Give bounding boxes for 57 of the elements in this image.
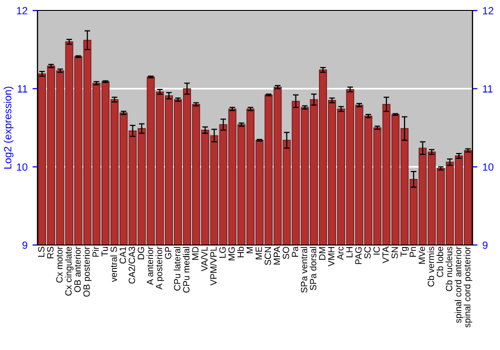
x-tick-label: Hb [237,246,244,258]
x-tick-label: PAG [355,247,362,264]
x-tick-label: Pa [292,246,298,257]
y-tick-label: 11 [18,85,28,92]
x-tick-label: MVe [418,246,426,264]
x-tick-label: ventral S [110,246,117,282]
y-tick-label: 9 [22,242,28,249]
y-tick-label: 12 [16,7,28,14]
x-tick-label: A posterior [156,246,164,290]
x-tick-label: RS [47,246,54,258]
y-axis-title: Log2 (expression) [4,86,14,169]
x-tick-label: MD [192,246,198,260]
y2-tick-label: 12 [483,7,494,14]
x-tick-label: OB anterior [74,246,81,292]
x-tick-label: VA/VL [200,246,208,272]
x-tick-label: M [246,247,253,254]
x-tick-label: SO [282,246,290,260]
x-tick-label: LH [346,247,352,258]
x-tick-label: GP [164,246,172,259]
y2-tick-label: 9 [482,242,488,249]
x-tick-label: Cx motor [56,246,63,283]
x-tick-label: spinal cord anterior [454,246,464,323]
x-tick-label: VTA [382,246,389,264]
x-tick-label: IC [373,246,380,255]
x-tick-label: CA2/CA3 [128,246,136,284]
x-tick-label: A anterior [146,246,154,286]
x-tick-label: MG [228,247,235,260]
x-tick-label: SN [392,247,398,259]
x-tick-label: LS [38,246,44,257]
x-tick-label: Cb vermis [428,246,434,287]
x-tick-label: SPa dorsal [310,246,316,290]
x-tick-label: MPA [274,246,280,265]
y2-tick-label: 11 [483,85,493,92]
y-tick-label: 10 [16,163,28,171]
x-tick-label: DM [319,247,326,260]
x-tick-label: VMH [328,247,334,266]
x-tick-label: SPa ventral [300,246,308,293]
x-tick-label: LG [219,247,226,258]
x-tick-label: Cb nucleus [446,246,452,292]
x-tick-label: Tg [400,246,409,257]
x-tick-label: Cx cingulate [65,246,74,296]
x-tick-label: Arc [337,246,344,260]
x-tick-label: spinal cord posterior [464,246,472,328]
y2-tick-label: 10 [483,163,494,171]
x-tick-label: Pn [410,246,416,257]
x-tick-label: SCN [264,247,272,266]
x-tick-label: Tu [102,246,108,256]
x-tick-label: VPM/VPL [210,246,217,286]
x-tick-label: SC [364,246,371,259]
x-tick-label: CPu lateral [174,246,180,291]
x-tick-label: ME [256,246,262,260]
x-tick-label: Pir [92,246,99,257]
x-tick-label: CA1 [120,246,126,264]
x-tick-label: CPu medial [182,246,190,293]
x-tick-label: OB posterior [83,246,92,297]
x-tick-label: Cb lobe [436,246,444,278]
x-tick-label: DG [138,247,144,260]
